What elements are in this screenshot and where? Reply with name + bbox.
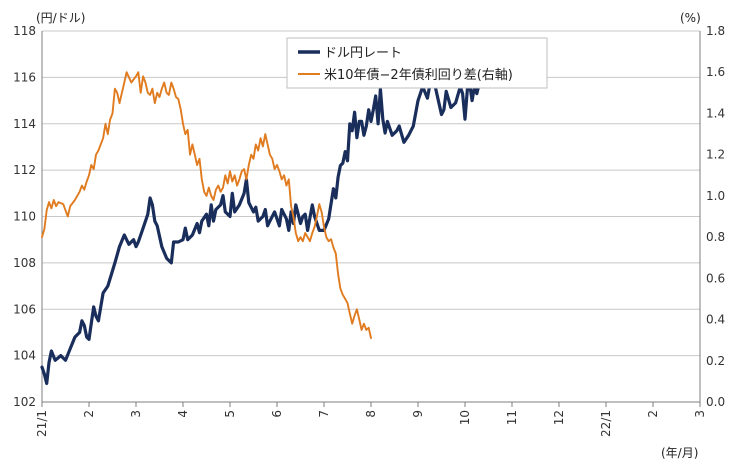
x-tick-label: 2 — [646, 410, 660, 418]
axes — [41, 31, 701, 407]
x-tick-label: 21/1 — [35, 410, 49, 437]
left-axis-unit: (円/ドル) — [36, 11, 85, 25]
x-tick-label: 2 — [82, 410, 96, 418]
x-tick-label: 8 — [364, 410, 378, 418]
x-tick-label: 11 — [505, 410, 519, 425]
yield-spread-line — [41, 71, 372, 340]
legend-label-yield-spread: 米10年債−2年債利回り差(右軸) — [324, 68, 513, 83]
right-y-tick-label: 1.2 — [706, 148, 725, 162]
right-y-tick-label: 1.8 — [706, 24, 725, 38]
left-y-tick-label: 104 — [13, 349, 36, 363]
right-axis-unit: (%) — [680, 11, 701, 25]
right-y-tick-label: 0.6 — [706, 271, 725, 285]
left-y-tick-label: 102 — [13, 395, 36, 409]
left-y-tick-label: 106 — [13, 302, 36, 316]
left-y-tick-label: 112 — [13, 163, 36, 177]
right-y-tick-label: 0.2 — [706, 354, 725, 368]
right-y-tick-label: 1.4 — [706, 106, 725, 120]
x-axis-unit: (年/月) — [661, 446, 698, 460]
x-tick-label: 9 — [411, 410, 425, 418]
x-tick-label: 3 — [129, 410, 143, 418]
right-y-tick-label: 1.6 — [706, 65, 725, 79]
tick-labels: 1021041061081101121141161180.00.20.40.60… — [13, 24, 725, 437]
series-lines — [40, 71, 481, 386]
left-y-tick-label: 114 — [13, 117, 36, 131]
x-tick-label: 10 — [458, 410, 472, 425]
right-y-tick-label: 0.0 — [706, 395, 725, 409]
x-tick-label: 22/1 — [599, 410, 613, 437]
x-tick-label: 7 — [317, 410, 331, 418]
x-tick-label: 3 — [693, 410, 707, 418]
x-tick-label: 12 — [552, 410, 566, 425]
grid-lines — [42, 30, 700, 357]
left-y-tick-label: 116 — [13, 70, 36, 84]
right-y-tick-label: 0.4 — [706, 313, 725, 327]
legend: ドル円レート 米10年債−2年債利回り差(右軸) — [286, 37, 548, 89]
left-y-tick-label: 110 — [13, 210, 36, 224]
right-y-tick-label: 0.8 — [706, 230, 725, 244]
left-y-tick-label: 108 — [13, 256, 36, 270]
x-tick-label: 4 — [176, 410, 190, 418]
usdjpy-rate-line — [40, 71, 481, 386]
legend-box — [286, 37, 548, 89]
left-y-tick-label: 118 — [13, 24, 36, 38]
legend-label-usdjpy: ドル円レート — [324, 46, 402, 61]
right-y-tick-label: 1.0 — [706, 189, 725, 203]
x-tick-label: 5 — [223, 410, 237, 418]
x-tick-label: 6 — [270, 410, 284, 418]
